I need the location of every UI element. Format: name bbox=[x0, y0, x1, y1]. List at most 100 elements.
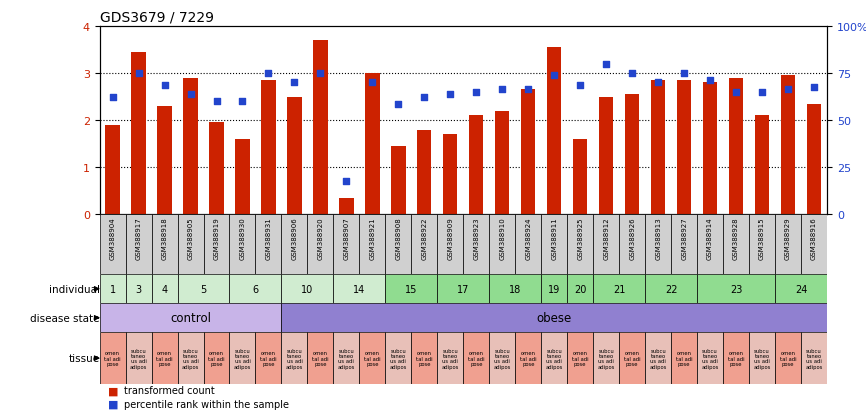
FancyBboxPatch shape bbox=[489, 275, 541, 304]
FancyBboxPatch shape bbox=[541, 275, 567, 304]
FancyBboxPatch shape bbox=[489, 332, 515, 384]
FancyBboxPatch shape bbox=[463, 215, 489, 275]
FancyBboxPatch shape bbox=[593, 332, 619, 384]
Text: ■: ■ bbox=[108, 385, 119, 395]
FancyBboxPatch shape bbox=[697, 332, 723, 384]
Point bbox=[313, 71, 327, 77]
FancyBboxPatch shape bbox=[541, 332, 567, 384]
Text: GDS3679 / 7229: GDS3679 / 7229 bbox=[100, 10, 214, 24]
Text: GSM388921: GSM388921 bbox=[370, 216, 375, 259]
Text: 23: 23 bbox=[730, 284, 742, 294]
Text: GSM388904: GSM388904 bbox=[110, 216, 115, 259]
Point bbox=[184, 92, 197, 98]
Text: 24: 24 bbox=[795, 284, 807, 294]
Bar bbox=[417, 130, 431, 215]
Point bbox=[677, 71, 691, 77]
FancyBboxPatch shape bbox=[100, 304, 281, 332]
Text: GSM388910: GSM388910 bbox=[500, 216, 505, 259]
Text: omen
tal adi
pose: omen tal adi pose bbox=[416, 350, 433, 366]
FancyBboxPatch shape bbox=[645, 275, 697, 304]
FancyBboxPatch shape bbox=[281, 332, 307, 384]
FancyBboxPatch shape bbox=[152, 332, 178, 384]
Bar bbox=[469, 116, 483, 215]
FancyBboxPatch shape bbox=[619, 215, 645, 275]
Text: omen
tal adi
pose: omen tal adi pose bbox=[468, 350, 485, 366]
Bar bbox=[158, 107, 171, 215]
FancyBboxPatch shape bbox=[437, 275, 489, 304]
Bar bbox=[807, 104, 821, 215]
Point bbox=[573, 82, 587, 89]
Text: subcu
taneo
us adi
adipos: subcu taneo us adi adipos bbox=[286, 348, 303, 369]
FancyBboxPatch shape bbox=[697, 215, 723, 275]
Text: GSM388919: GSM388919 bbox=[214, 216, 219, 259]
FancyBboxPatch shape bbox=[281, 275, 333, 304]
FancyBboxPatch shape bbox=[307, 332, 333, 384]
Text: GSM388917: GSM388917 bbox=[136, 216, 141, 259]
Bar bbox=[521, 90, 535, 215]
Text: subcu
taneo
us adi
adipos: subcu taneo us adi adipos bbox=[701, 348, 719, 369]
Text: subcu
taneo
us adi
adipos: subcu taneo us adi adipos bbox=[442, 348, 459, 369]
Text: 21: 21 bbox=[613, 284, 625, 294]
FancyBboxPatch shape bbox=[567, 275, 593, 304]
Bar bbox=[703, 83, 717, 215]
Text: control: control bbox=[170, 311, 211, 325]
Text: GSM388923: GSM388923 bbox=[474, 216, 479, 259]
Text: GSM388912: GSM388912 bbox=[604, 216, 609, 259]
FancyBboxPatch shape bbox=[515, 332, 541, 384]
FancyBboxPatch shape bbox=[229, 215, 255, 275]
Text: subcu
taneo
us adi
adipos: subcu taneo us adi adipos bbox=[130, 348, 147, 369]
Text: GSM388922: GSM388922 bbox=[422, 216, 427, 259]
Text: individual: individual bbox=[48, 284, 100, 294]
FancyBboxPatch shape bbox=[567, 332, 593, 384]
Text: omen
tal adi
pose: omen tal adi pose bbox=[208, 350, 225, 366]
FancyBboxPatch shape bbox=[567, 215, 593, 275]
FancyBboxPatch shape bbox=[385, 275, 437, 304]
FancyBboxPatch shape bbox=[204, 215, 229, 275]
Text: omen
tal adi
pose: omen tal adi pose bbox=[675, 350, 693, 366]
Bar bbox=[210, 123, 223, 215]
Bar bbox=[288, 97, 301, 215]
Text: GSM388913: GSM388913 bbox=[656, 216, 661, 259]
FancyBboxPatch shape bbox=[229, 275, 281, 304]
Text: 4: 4 bbox=[161, 284, 168, 294]
FancyBboxPatch shape bbox=[489, 215, 515, 275]
Bar bbox=[573, 140, 587, 215]
Point bbox=[339, 178, 353, 185]
Text: GSM388908: GSM388908 bbox=[396, 216, 401, 259]
Text: 6: 6 bbox=[252, 284, 259, 294]
Text: subcu
taneo
us adi
adipos: subcu taneo us adi adipos bbox=[546, 348, 563, 369]
Text: GSM388924: GSM388924 bbox=[526, 216, 531, 259]
Text: omen
tal adi
pose: omen tal adi pose bbox=[520, 350, 537, 366]
Point bbox=[417, 94, 431, 101]
FancyBboxPatch shape bbox=[385, 215, 411, 275]
Point bbox=[210, 99, 223, 105]
Text: 22: 22 bbox=[665, 284, 677, 294]
Bar bbox=[313, 41, 327, 215]
Bar bbox=[391, 147, 405, 215]
Text: ■: ■ bbox=[108, 399, 119, 409]
FancyBboxPatch shape bbox=[100, 275, 126, 304]
Point bbox=[262, 71, 275, 77]
Text: GSM388909: GSM388909 bbox=[448, 216, 453, 259]
Point bbox=[443, 92, 457, 98]
Text: GSM388931: GSM388931 bbox=[266, 216, 271, 259]
FancyBboxPatch shape bbox=[775, 215, 801, 275]
Text: disease state: disease state bbox=[30, 313, 100, 323]
Text: GSM388925: GSM388925 bbox=[578, 216, 583, 259]
Text: 3: 3 bbox=[135, 284, 142, 294]
Text: omen
tal adi
pose: omen tal adi pose bbox=[260, 350, 277, 366]
Text: subcu
taneo
us adi
adipos: subcu taneo us adi adipos bbox=[234, 348, 251, 369]
Text: 1: 1 bbox=[109, 284, 116, 294]
FancyBboxPatch shape bbox=[645, 332, 671, 384]
Text: GSM388930: GSM388930 bbox=[240, 216, 245, 259]
FancyBboxPatch shape bbox=[437, 332, 463, 384]
Bar bbox=[781, 76, 795, 215]
Text: subcu
taneo
us adi
adipos: subcu taneo us adi adipos bbox=[598, 348, 615, 369]
Text: subcu
taneo
us adi
adipos: subcu taneo us adi adipos bbox=[650, 348, 667, 369]
Point bbox=[755, 89, 769, 96]
FancyBboxPatch shape bbox=[152, 215, 178, 275]
Text: GSM388916: GSM388916 bbox=[811, 216, 817, 259]
Text: 20: 20 bbox=[574, 284, 586, 294]
Text: 10: 10 bbox=[301, 284, 313, 294]
FancyBboxPatch shape bbox=[178, 332, 204, 384]
